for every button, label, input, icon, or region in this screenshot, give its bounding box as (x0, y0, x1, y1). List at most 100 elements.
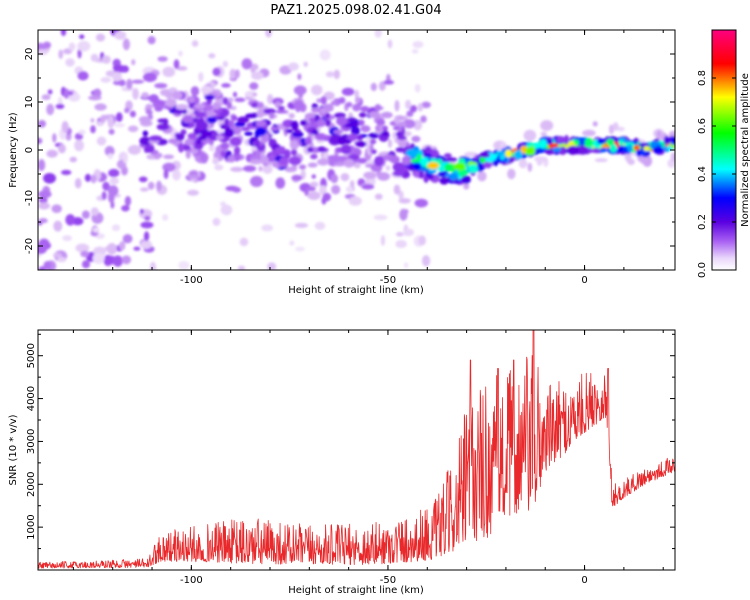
spectrogram-cell (212, 102, 221, 110)
spectrogram-cell (114, 123, 125, 128)
y-tick-label: 3000 (26, 429, 37, 454)
spectrogram-cell (139, 208, 144, 215)
colorbar-tick-label: 0.2 (697, 214, 708, 230)
snr-x-ticks: -100 -50 0 (72, 330, 664, 586)
spectrogram-cell (319, 107, 328, 115)
spectrogram-cell (436, 158, 443, 166)
spectrogram-cell (413, 119, 423, 131)
spectrogram-cell (204, 104, 214, 111)
spectrogram-cell (316, 119, 326, 128)
spectrogram-cell (101, 55, 111, 64)
x-tick-label: -50 (380, 275, 396, 286)
y-tick-label: -20 (24, 238, 35, 254)
spectrogram-cell (52, 133, 57, 143)
spectrogram-cell (65, 214, 76, 226)
spectrogram-cell (355, 140, 367, 148)
spectrogram-cell (304, 112, 318, 120)
colorbar-tick-label: 0.0 (697, 262, 708, 278)
spectrogram-cell (122, 234, 133, 244)
spectrogram-cell (373, 214, 388, 221)
colorbar-gradient (711, 29, 737, 271)
colorbar: 0.0 0.2 0.4 0.6 0.8 Normalized spectral ampl… (697, 29, 750, 278)
spectrogram-cell (143, 72, 157, 83)
spectrogram-cell (138, 176, 148, 183)
colorbar-tick-label: 0.8 (697, 70, 708, 86)
spectrogram-cell (147, 181, 155, 190)
spectrogram-cell (212, 217, 221, 226)
spectrogram-cell (597, 138, 606, 145)
spectrogram-cell (222, 60, 229, 68)
spectrogram-cell (394, 116, 400, 125)
spectrogram-cell (53, 220, 63, 232)
spectrogram-cell (112, 64, 126, 71)
spectrogram-y-ticks: -20 -10 0 10 20 (24, 29, 675, 271)
spectrogram-cell (178, 50, 183, 57)
spectrogram-cell (403, 119, 416, 129)
spectrogram-cell (115, 112, 123, 123)
spectrogram-cell (108, 168, 120, 178)
spectrogram-cell (395, 240, 407, 249)
spectrogram-cell (177, 142, 185, 153)
spectrogram-cell (438, 165, 445, 172)
spectrogram-cell (380, 111, 393, 119)
spectrogram-cell (446, 157, 458, 162)
spectrogram-cell (383, 80, 395, 85)
spectrogram-cell (268, 112, 275, 120)
spectrogram-cell (237, 116, 250, 124)
spectrogram-cell (290, 148, 297, 156)
spectrogram-cell (254, 138, 261, 148)
spectrogram-cell (294, 246, 305, 252)
spectrogram-cell (443, 153, 452, 159)
spectrogram-cell (618, 139, 624, 146)
spectrogram-cell (107, 185, 119, 197)
spectrogram-cell (223, 128, 235, 138)
spectrogram-cell (518, 159, 528, 169)
spectrogram-cell (385, 165, 391, 171)
spectrogram-cell (354, 89, 360, 99)
spectrogram-cell (88, 95, 102, 101)
spectrogram-cell (220, 123, 226, 130)
spectrogram-cell (122, 152, 128, 164)
spectrogram-cell (330, 173, 339, 184)
spectrogram-cell (627, 144, 633, 153)
spectrogram-cell (121, 205, 130, 212)
spectrogram-cell (392, 170, 405, 177)
spectrogram-cell (220, 204, 233, 216)
spectrogram-cell (418, 170, 424, 179)
spectrogram-cell (331, 184, 341, 195)
spectrogram-cell (175, 133, 185, 141)
spectrogram-cell (279, 157, 289, 166)
spectrogram-cell (405, 148, 419, 157)
spectrogram-cell (387, 139, 393, 148)
spectrogram-cell (376, 119, 386, 126)
spectrogram-cell (192, 118, 205, 124)
spectrogram-cell (38, 190, 52, 199)
spectrogram-cell (90, 125, 96, 134)
spectrogram-cell (122, 38, 131, 51)
spectrogram-cell (106, 243, 118, 255)
snr-x-axis-title: Height of straight line (km) (288, 585, 424, 596)
spectrogram-cell (241, 126, 251, 131)
spectrogram-cell (220, 150, 226, 158)
spectrogram-cell (102, 181, 110, 191)
spectrogram-cell (306, 146, 314, 153)
spectrogram-cell (239, 237, 249, 247)
spectrogram-cell (414, 198, 428, 208)
spectrogram-cell (104, 145, 115, 157)
spectrogram-cell (395, 231, 404, 237)
spectrogram-cell (232, 91, 238, 98)
spectrogram-cell (139, 136, 151, 146)
spectrogram-cell (298, 164, 307, 170)
spectrogram-cell (275, 177, 286, 189)
spectrogram-cell (38, 137, 43, 144)
y-tick-label: 1000 (26, 514, 37, 539)
spectrogram-cell (231, 115, 238, 121)
spectrogram-cell (345, 101, 353, 108)
spectrogram-cell (288, 113, 295, 119)
spectrogram-cell (310, 153, 318, 160)
spectrogram-cell (303, 61, 308, 67)
spectrogram-cell (337, 136, 347, 145)
spectrogram-cell (380, 235, 386, 246)
spectrogram-cell (228, 119, 235, 128)
spectrogram-cell (245, 113, 258, 119)
